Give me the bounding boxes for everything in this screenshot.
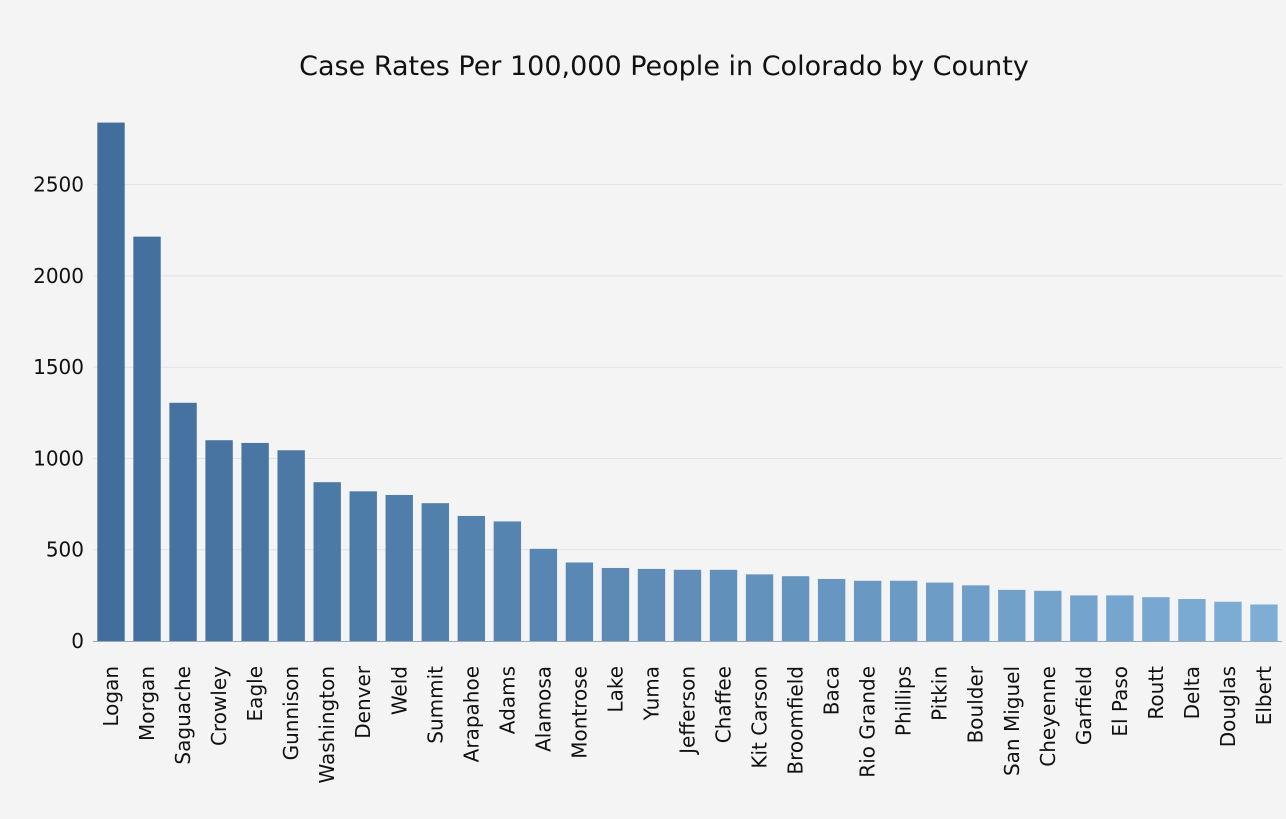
- y-tick-label: 500: [46, 538, 84, 562]
- x-category-label: Douglas: [1216, 666, 1240, 747]
- bar-alamosa[interactable]: [529, 548, 558, 641]
- bar-yuma[interactable]: [637, 568, 666, 641]
- x-category-label: Montrose: [567, 666, 591, 759]
- x-category-label: Adams: [495, 666, 519, 734]
- x-category-label: Alamosa: [531, 666, 555, 752]
- bar-chaffee[interactable]: [709, 569, 738, 641]
- x-category-label: Saguache: [171, 666, 195, 765]
- bar-crowley[interactable]: [205, 440, 233, 641]
- bar-eagle[interactable]: [241, 442, 269, 641]
- x-category-label: Washington: [315, 666, 339, 784]
- bar-logan[interactable]: [97, 122, 125, 642]
- bar-saguache[interactable]: [169, 402, 197, 641]
- x-category-label: Boulder: [964, 665, 988, 743]
- x-axis-category-labels: Logan Morgan Saguache Crowley Eagle Gunnison W…: [99, 665, 1276, 783]
- x-category-label: Pitkin: [928, 666, 952, 721]
- bar-baca[interactable]: [817, 578, 846, 641]
- y-tick-label: 1500: [33, 355, 84, 379]
- x-category-label: Rio Grande: [856, 666, 880, 778]
- x-category-label: Weld: [387, 666, 411, 715]
- bar-san-miguel[interactable]: [998, 589, 1026, 641]
- bar-gunnison[interactable]: [277, 450, 305, 641]
- y-tick-label: 1000: [33, 446, 84, 470]
- bar-elbert[interactable]: [1250, 604, 1278, 641]
- bar-adams[interactable]: [493, 521, 522, 641]
- x-category-label: El Paso: [1108, 666, 1132, 737]
- bar-denver[interactable]: [349, 491, 377, 641]
- y-tick-label: 2000: [33, 264, 84, 288]
- x-category-label: Broomfield: [784, 666, 808, 775]
- x-category-label: Garfield: [1072, 666, 1096, 745]
- x-category-label: Lake: [603, 666, 627, 713]
- y-axis-tick-labels: 0 500 1000 1500 2000 2500: [33, 173, 84, 653]
- chart-title: Case Rates Per 100,000 People in Colorad…: [299, 51, 1029, 82]
- x-category-label: Routt: [1144, 666, 1168, 720]
- x-category-label: Arapahoe: [459, 666, 483, 762]
- x-category-label: Eagle: [243, 666, 267, 721]
- bar-rio-grande[interactable]: [853, 580, 882, 641]
- x-category-label: Morgan: [135, 666, 159, 741]
- bar-douglas[interactable]: [1214, 601, 1242, 641]
- bar-arapahoe[interactable]: [457, 515, 486, 641]
- y-tick-label: 2500: [33, 173, 84, 197]
- bar-morgan[interactable]: [133, 236, 161, 642]
- bar-lake[interactable]: [601, 567, 630, 641]
- x-category-label: San Miguel: [1000, 666, 1024, 776]
- bar-jefferson[interactable]: [673, 569, 702, 641]
- bar-montrose[interactable]: [565, 562, 594, 641]
- bar-cheyenne[interactable]: [1034, 590, 1062, 641]
- bar-delta[interactable]: [1178, 599, 1206, 641]
- x-category-label: Jefferson: [676, 666, 700, 756]
- bar-broomfield[interactable]: [781, 576, 810, 641]
- bar-routt[interactable]: [1142, 597, 1170, 641]
- x-category-label: Phillips: [892, 666, 916, 736]
- x-category-label: Elbert: [1252, 666, 1276, 725]
- bar-kit-carson[interactable]: [745, 574, 774, 641]
- x-category-label: Chaffee: [712, 666, 736, 743]
- bar-washington[interactable]: [313, 482, 341, 641]
- bars: [97, 122, 1278, 642]
- y-tick-label: 0: [71, 629, 84, 653]
- x-category-label: Kit Carson: [748, 666, 772, 769]
- bar-boulder[interactable]: [962, 585, 990, 641]
- bar-summit[interactable]: [421, 503, 449, 641]
- x-category-label: Delta: [1180, 666, 1204, 719]
- x-category-label: Yuma: [639, 666, 663, 721]
- bar-phillips[interactable]: [889, 580, 918, 641]
- x-category-label: Crowley: [207, 666, 231, 746]
- bar-garfield[interactable]: [1070, 595, 1098, 641]
- x-category-label: Denver: [351, 665, 375, 739]
- x-category-label: Baca: [820, 666, 844, 715]
- bar-weld[interactable]: [385, 494, 413, 641]
- bar-el-paso[interactable]: [1106, 595, 1134, 641]
- x-category-label: Cheyenne: [1036, 666, 1060, 767]
- x-category-label: Gunnison: [279, 666, 303, 760]
- x-category-label: Summit: [423, 666, 447, 744]
- x-category-label: Logan: [99, 666, 123, 727]
- bar-pitkin[interactable]: [926, 582, 954, 641]
